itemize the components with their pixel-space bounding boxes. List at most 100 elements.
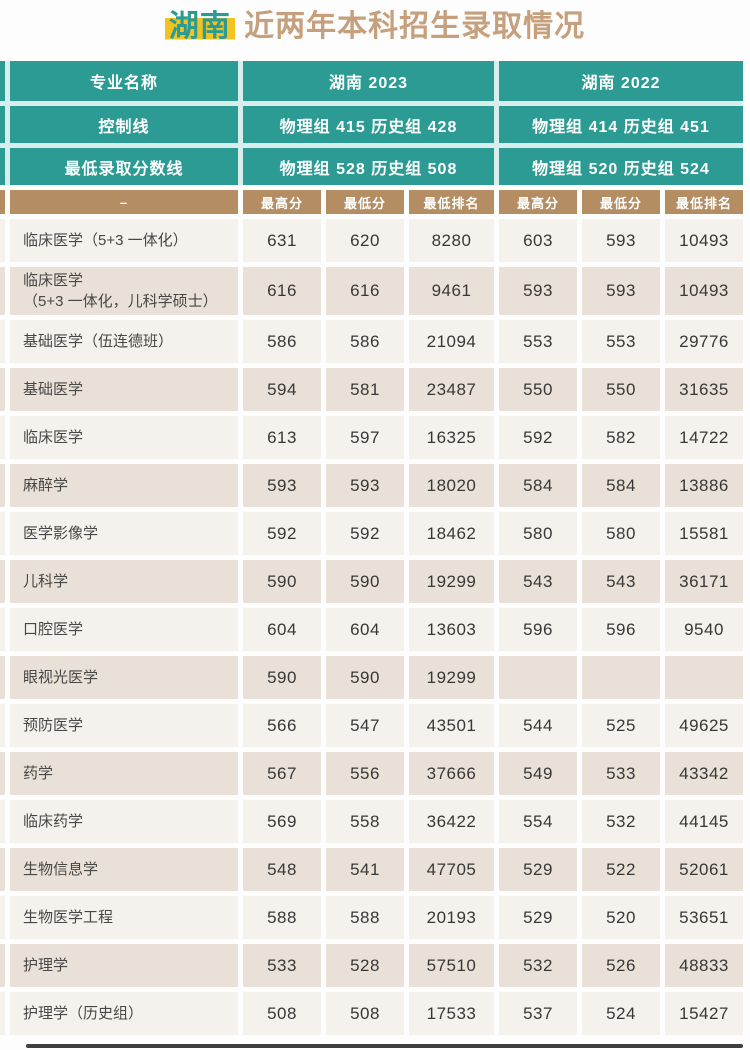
- score-cell: 18020: [409, 464, 494, 507]
- score-cell: 9461: [409, 267, 494, 315]
- score-cell: 53651: [665, 896, 743, 939]
- score-cell: 15581: [665, 512, 743, 555]
- score-cell: 592: [326, 512, 404, 555]
- score-cell: [665, 656, 743, 699]
- specialty-name: 麻醉学: [10, 464, 238, 507]
- subheader-dash: –: [10, 190, 238, 214]
- subheader-min-score-2022: 最低分: [582, 190, 660, 214]
- score-cell: 548: [243, 848, 321, 891]
- score-cell: 533: [582, 752, 660, 795]
- score-cell: 580: [582, 512, 660, 555]
- min-line-label: 最低录取分数线: [10, 148, 238, 185]
- specialty-name: 儿科学: [10, 560, 238, 603]
- score-cell: 593: [243, 464, 321, 507]
- page-title: 湖南 近两年本科招生录取情况: [0, 0, 750, 45]
- subheader-row: – 最高分 最低分 最低排名 最高分 最低分 最低排名: [0, 190, 743, 214]
- score-cell: 586: [243, 320, 321, 363]
- score-cell: [582, 656, 660, 699]
- score-cell: 549: [499, 752, 577, 795]
- score-cell: 13603: [409, 608, 494, 651]
- table-row: 生物医学工程 588 588 20193 529 520 53651: [0, 896, 743, 939]
- table-row: 临床医学（5+3 一体化） 631 620 8280 603 593 10493: [0, 219, 743, 262]
- score-cell: 537: [499, 992, 577, 1035]
- row-edge-strip: [0, 416, 5, 459]
- score-cell: 593: [499, 267, 577, 315]
- table-row: 麻醉学 593 593 18020 584 584 13886: [0, 464, 743, 507]
- row-edge-strip: [0, 560, 5, 603]
- score-cell: 13886: [665, 464, 743, 507]
- specialty-name: 生物医学工程: [10, 896, 238, 939]
- specialty-name: 药学: [10, 752, 238, 795]
- score-cell: 580: [499, 512, 577, 555]
- score-cell: 529: [499, 848, 577, 891]
- score-cell: 47705: [409, 848, 494, 891]
- score-cell: 43342: [665, 752, 743, 795]
- row-edge-strip: [0, 992, 5, 1035]
- score-cell: 604: [326, 608, 404, 651]
- specialty-name: 口腔医学: [10, 608, 238, 651]
- score-cell: 588: [243, 896, 321, 939]
- score-cell: 581: [326, 368, 404, 411]
- subheader-min-score-2023: 最低分: [326, 190, 404, 214]
- row-edge-strip: [0, 752, 5, 795]
- score-cell: 567: [243, 752, 321, 795]
- score-cell: 590: [326, 560, 404, 603]
- control-line-2023: 物理组 415 历史组 428: [243, 106, 494, 143]
- score-cell: 532: [499, 944, 577, 987]
- score-cell: 544: [499, 704, 577, 747]
- table-row: 临床医学 （5+3 一体化，儿科学硕士） 616 616 9461 593 593 1049…: [0, 267, 743, 315]
- bottom-divider: [26, 1044, 743, 1048]
- score-cell: 594: [243, 368, 321, 411]
- score-cell: 15427: [665, 992, 743, 1035]
- score-cell: 19299: [409, 560, 494, 603]
- score-cell: 52061: [665, 848, 743, 891]
- subheader-min-rank-2023: 最低排名: [409, 190, 494, 214]
- subheader-max-score-2022: 最高分: [499, 190, 577, 214]
- score-cell: 520: [582, 896, 660, 939]
- score-cell: 582: [582, 416, 660, 459]
- score-cell: 543: [499, 560, 577, 603]
- score-cell: 603: [499, 219, 577, 262]
- score-cell: 31635: [665, 368, 743, 411]
- specialty-name: 预防医学: [10, 704, 238, 747]
- score-cell: 553: [499, 320, 577, 363]
- score-cell: 44145: [665, 800, 743, 843]
- score-cell: 590: [243, 656, 321, 699]
- title-rest: 近两年本科招生录取情况: [234, 10, 586, 43]
- score-cell: 620: [326, 219, 404, 262]
- table-row: 儿科学 590 590 19299 543 543 36171: [0, 560, 743, 603]
- score-cell: 604: [243, 608, 321, 651]
- row-edge-strip: [0, 267, 5, 315]
- score-cell: 532: [582, 800, 660, 843]
- score-cell: 597: [326, 416, 404, 459]
- score-cell: 592: [499, 416, 577, 459]
- score-cell: 584: [582, 464, 660, 507]
- score-cell: 528: [326, 944, 404, 987]
- score-cell: 9540: [665, 608, 743, 651]
- table-row: 药学 567 556 37666 549 533 43342: [0, 752, 743, 795]
- score-cell: 616: [326, 267, 404, 315]
- table-row: 基础医学（伍连德班） 586 586 21094 553 553 29776: [0, 320, 743, 363]
- subheader-min-rank-2022: 最低排名: [665, 190, 743, 214]
- score-cell: 49625: [665, 704, 743, 747]
- row-edge-strip: [0, 704, 5, 747]
- score-cell: 554: [499, 800, 577, 843]
- score-cell: 596: [499, 608, 577, 651]
- score-cell: 593: [326, 464, 404, 507]
- table-row: 临床药学 569 558 36422 554 532 44145: [0, 800, 743, 843]
- row-edge-strip: [0, 61, 5, 101]
- row-edge-strip: [0, 800, 5, 843]
- score-cell: 10493: [665, 267, 743, 315]
- score-cell: 57510: [409, 944, 494, 987]
- row-edge-strip: [0, 320, 5, 363]
- table-row: 生物信息学 548 541 47705 529 522 52061: [0, 848, 743, 891]
- score-cell: 23487: [409, 368, 494, 411]
- score-cell: 508: [243, 992, 321, 1035]
- score-cell: 14722: [665, 416, 743, 459]
- specialty-name: 基础医学: [10, 368, 238, 411]
- min-line-2023: 物理组 528 历史组 508: [243, 148, 494, 185]
- score-cell: 569: [243, 800, 321, 843]
- score-cell: 613: [243, 416, 321, 459]
- score-cell: 592: [243, 512, 321, 555]
- score-cell: 48833: [665, 944, 743, 987]
